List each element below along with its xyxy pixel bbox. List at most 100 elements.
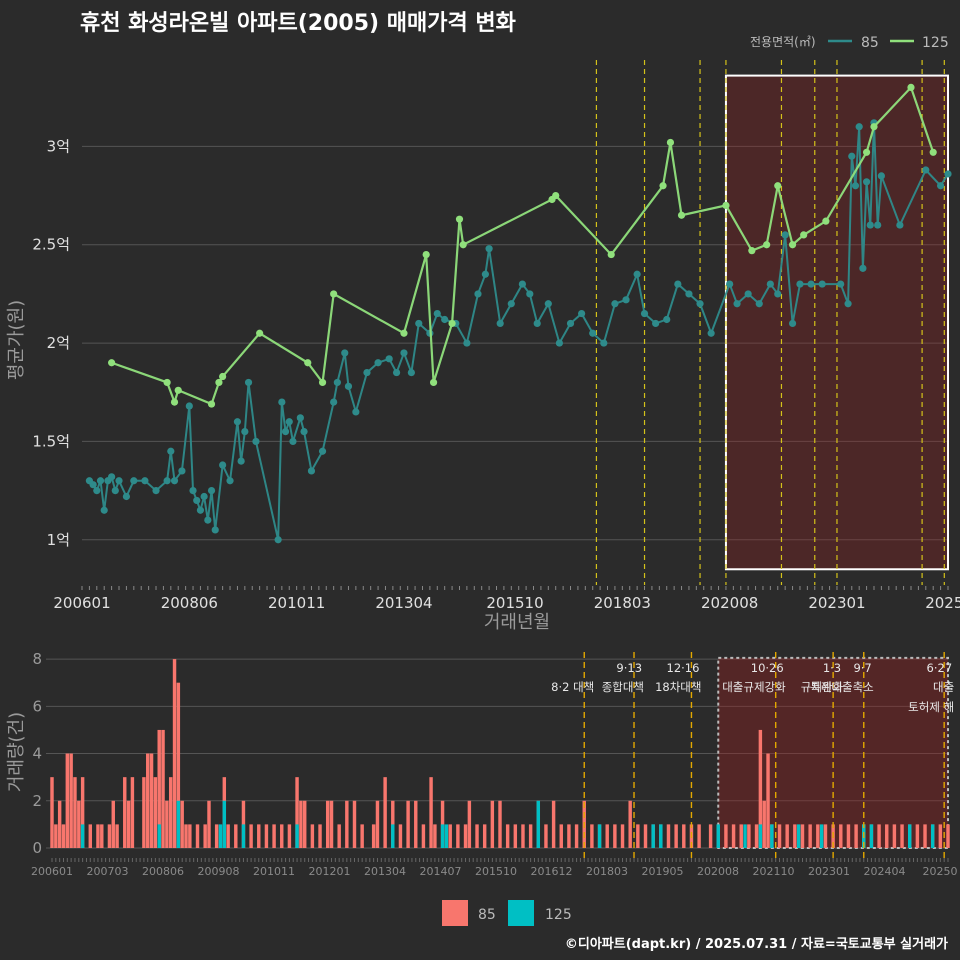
volume-y-tick-label: 8 xyxy=(32,650,42,668)
data-point-125 xyxy=(659,182,667,190)
volume-bar-85 xyxy=(800,824,805,848)
volume-bar-125 xyxy=(80,824,85,848)
data-point-85 xyxy=(796,280,804,288)
data-point-85 xyxy=(252,437,260,446)
volume-x-tick-label: 200703 xyxy=(87,865,129,878)
price-y-tick-label: 3억 xyxy=(47,137,70,155)
data-point-125 xyxy=(774,182,782,190)
volume-bar-85 xyxy=(946,824,950,848)
volume-bar-125 xyxy=(651,824,655,848)
data-point-85 xyxy=(859,264,867,272)
volume-x-tick-label: 202404 xyxy=(864,865,906,878)
data-point-85 xyxy=(533,319,541,328)
event-name-label: 대출 xyxy=(933,680,954,694)
volume-bar-85 xyxy=(100,824,104,848)
data-point-125 xyxy=(788,241,797,249)
data-point-125 xyxy=(607,250,615,259)
volume-bar-85 xyxy=(299,800,303,848)
volume-bar-125 xyxy=(222,800,227,848)
data-point-125 xyxy=(400,329,408,337)
data-point-85 xyxy=(936,182,945,190)
volume-bar-85 xyxy=(433,824,437,848)
volume-bar-85 xyxy=(126,800,131,848)
volume-x-tick-label: 201510 xyxy=(475,865,517,878)
legend-swatch-bar-125 xyxy=(508,900,534,926)
data-point-125 xyxy=(748,247,756,255)
data-point-85 xyxy=(211,526,219,534)
volume-bar-85 xyxy=(303,800,307,848)
data-point-85 xyxy=(189,486,197,495)
data-point-85 xyxy=(844,300,852,308)
data-point-85 xyxy=(274,536,282,544)
price-x-ticks: 200601 200806 201011 201304 201510 201803 2020… xyxy=(53,586,960,612)
event-name-label: 대출규제강화 xyxy=(722,680,786,694)
volume-bar-85 xyxy=(816,824,820,848)
data-point-85 xyxy=(207,486,216,495)
volume-bar-85 xyxy=(674,824,678,848)
data-point-85 xyxy=(281,427,290,436)
volume-bar-85 xyxy=(195,824,200,848)
volume-bar-85 xyxy=(168,777,173,848)
data-point-85 xyxy=(441,315,449,324)
volume-bar-85 xyxy=(398,824,403,848)
data-point-125 xyxy=(219,372,227,381)
volume-bar-85 xyxy=(528,824,533,848)
data-point-125 xyxy=(666,138,675,147)
data-point-85 xyxy=(415,319,423,328)
volume-bar-125 xyxy=(796,824,801,848)
volume-bar-85 xyxy=(414,800,418,848)
data-point-85 xyxy=(922,166,930,174)
data-point-85 xyxy=(685,290,693,298)
data-point-85 xyxy=(788,319,797,328)
data-point-85 xyxy=(755,300,763,308)
volume-bar-125 xyxy=(218,824,223,848)
volume-bar-85 xyxy=(551,800,556,848)
data-point-85 xyxy=(193,496,201,505)
data-point-85 xyxy=(507,300,515,308)
event-date-label: 1·3 xyxy=(823,661,841,675)
data-point-85 xyxy=(611,300,619,308)
data-point-85 xyxy=(130,477,138,485)
volume-bar-85 xyxy=(352,800,357,848)
volume-bar-85 xyxy=(130,777,135,848)
volume-bar-85 xyxy=(643,824,648,848)
price-x-tick-label: 200806 xyxy=(161,594,218,612)
data-point-85 xyxy=(766,280,774,288)
data-point-125 xyxy=(422,250,430,259)
data-point-125 xyxy=(722,201,730,210)
data-point-85 xyxy=(285,418,293,426)
data-point-85 xyxy=(300,427,308,436)
volume-bar-85 xyxy=(440,800,445,848)
volume-bar-85 xyxy=(73,777,77,848)
data-point-85 xyxy=(363,368,371,377)
volume-bar-125 xyxy=(758,824,763,848)
volume-bar-85 xyxy=(65,753,70,848)
data-point-85 xyxy=(278,398,286,406)
volume-bar-125 xyxy=(176,800,181,848)
data-point-85 xyxy=(733,300,741,308)
data-point-85 xyxy=(244,378,253,387)
volume-bar-85 xyxy=(490,800,495,848)
volume-bar-125 xyxy=(157,824,161,848)
volume-bar-85 xyxy=(375,800,380,848)
data-point-125 xyxy=(304,359,312,367)
volume-bar-85 xyxy=(885,824,889,848)
data-point-85 xyxy=(518,280,527,288)
data-point-85 xyxy=(855,123,863,131)
data-point-85 xyxy=(622,296,630,304)
data-point-125 xyxy=(870,123,878,131)
data-point-125 xyxy=(330,290,338,298)
event-date-label: 9·13 xyxy=(616,661,642,675)
volume-bar-85 xyxy=(383,777,387,848)
data-point-85 xyxy=(333,378,341,387)
data-point-85 xyxy=(96,477,105,485)
volume-bar-85 xyxy=(257,824,261,848)
volume-bar-85 xyxy=(325,800,330,848)
volume-bar-85 xyxy=(360,824,364,848)
volume-bar-125 xyxy=(241,824,246,848)
volume-bar-85 xyxy=(498,800,502,848)
data-point-85 xyxy=(555,339,564,347)
volume-bar-85 xyxy=(846,824,851,848)
data-point-125 xyxy=(862,148,871,156)
data-point-85 xyxy=(851,182,860,190)
